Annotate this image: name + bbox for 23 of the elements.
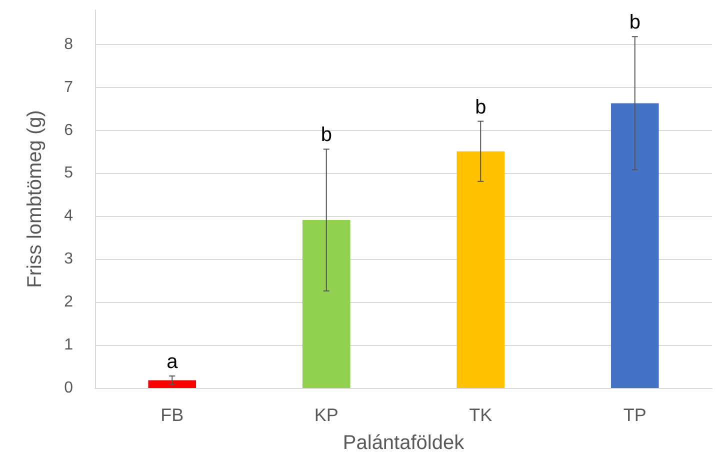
x-axis-title: Palántaföldek [342,432,466,454]
y-tick-label: 4 [64,208,74,225]
annotation: b [629,12,640,34]
bar [302,220,350,388]
bar [148,380,196,388]
annotation: b [320,124,332,146]
annotation: a [166,350,179,373]
bar [610,103,659,388]
y-tick-label: 8 [64,36,74,53]
x-tick-label: TP [623,405,646,425]
y-tick-label: 2 [64,294,74,311]
bar [456,151,505,388]
x-tick-label: FB [160,405,184,425]
y-tick-label: 7 [64,78,74,96]
y-tick-label: 6 [64,122,74,139]
y-axis-title: Friss lombtömeg (g) [24,110,46,288]
annotation: b [475,96,486,118]
y-tick-label: 3 [64,250,74,268]
y-tick-label: 0 [64,380,74,396]
y-tick-label: 1 [64,336,74,354]
x-tick-label: KP [314,405,338,425]
x-tick-label: TK [469,405,492,425]
y-tick-label: 5 [64,164,74,182]
